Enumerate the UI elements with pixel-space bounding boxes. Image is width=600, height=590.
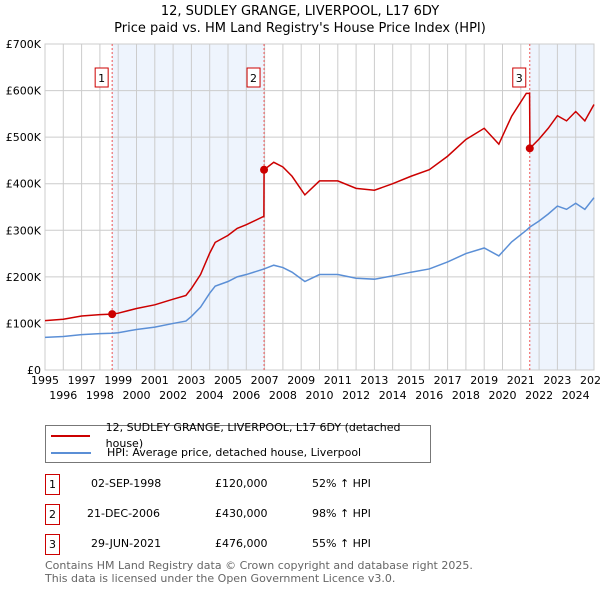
chart-title: 12, SUDLEY GRANGE, LIVERPOOL, L17 6DY [160,4,440,19]
x-tick-label: 2012 [342,389,370,402]
x-tick-label: 1995 [31,374,59,387]
sale-badge-2 [246,67,261,88]
transaction-row: 1 02-SEP-1998 £120,000 52% ↑ HPI [45,474,445,495]
y-tick-label: £100K [6,317,42,330]
x-tick-label: 1997 [68,374,96,387]
y-tick-label: £300K [6,224,42,237]
footer-copyright: Contains HM Land Registry data © Crown c… [45,559,473,572]
shaded-period-1 [112,44,265,370]
y-tick-label: £200K [6,271,42,284]
price-chart: £0 £100K £200K £300K £400K £500K £600K £700K 199… [6,38,600,402]
y-tick-label: £600K [6,85,42,98]
transaction-date: 29-JUN-2021 [91,537,162,550]
x-tick-label: 2000 [123,389,151,402]
x-tick-label: 2005 [214,374,242,387]
x-tick-label: 2019 [470,374,498,387]
y-tick-label: £0 [27,364,41,377]
sale-badge-label-3: 3 [516,72,523,85]
x-tick-label: 2010 [306,389,334,402]
x-tick-label: 2022 [525,389,553,402]
transaction-hpi-diff: 55% ↑ HPI [312,537,371,550]
x-tick-label: 2011 [324,374,352,387]
transaction-hpi-diff: 52% ↑ HPI [312,477,371,490]
sale-point-1 [108,310,117,319]
sale-point-3 [525,144,534,153]
x-tick-label: 2014 [379,389,407,402]
y-tick-label: £500K [6,131,42,144]
footer-licence: This data is licensed under the Open Gov… [45,572,396,585]
x-tick-label: 1996 [49,389,77,402]
legend-label-property: 12, SUDLEY GRANGE, LIVERPOOL, L17 6DY (d… [105,421,401,450]
sale-badge-1 [94,67,109,88]
transaction-number: 1 [45,474,60,495]
x-tick-label: 2024 [562,389,590,402]
y-tick-label: £400K [6,178,42,191]
x-tick-label: 1999 [104,374,132,387]
transaction-row: 2 21-DEC-2006 £430,000 98% ↑ HPI [45,504,445,525]
x-tick-label: 2015 [397,374,425,387]
transaction-number: 3 [45,534,60,555]
x-tick-label: 2013 [360,374,388,387]
x-tick-label: 1998 [86,389,114,402]
hpi-line [44,197,595,339]
y-tick-label: £700K [6,38,42,51]
plot-frame [44,43,595,371]
x-tick-label: 2003 [177,374,205,387]
chart-subtitle: Price paid vs. HM Land Registry's House … [114,21,486,36]
x-tick-label: 2018 [452,389,480,402]
legend-item-property: 12, SUDLEY GRANGE, LIVERPOOL, L17 6DY (d… [46,421,430,450]
transaction-date: 02-SEP-1998 [91,477,162,490]
transaction-row: 3 29-JUN-2021 £476,000 55% ↑ HPI [45,534,445,555]
transaction-date: 21-DEC-2006 [87,507,161,520]
x-tick-label: 2009 [287,374,315,387]
x-tick-label: 2016 [415,389,443,402]
transaction-price: £430,000 [215,507,268,520]
x-tick-label: 2023 [543,374,571,387]
transaction-number: 2 [45,504,60,525]
x-tick-label: 2004 [196,389,224,402]
legend-swatch-property [51,435,90,437]
x-tick-label: 2008 [269,389,297,402]
legend: 12, SUDLEY GRANGE, LIVERPOOL, L17 6DY (d… [45,421,431,463]
legend-label-hpi: HPI: Average price, detached house, Live… [107,446,362,459]
transaction-price: £476,000 [215,537,268,550]
x-tick-label: 2001 [141,374,169,387]
x-tick-label: 2021 [507,374,535,387]
x-tick-label: 2006 [232,389,260,402]
x-tick-label: 2025 [580,374,600,387]
transaction-hpi-diff: 98% ↑ HPI [312,507,371,520]
transaction-price: £120,000 [215,477,268,490]
legend-item-hpi: HPI: Average price, detached house, Live… [46,445,361,461]
x-tick-label: 2007 [251,374,279,387]
legend-swatch-hpi [51,452,91,454]
sale-badge-label-1: 1 [98,72,105,85]
sale-point-2 [260,165,269,174]
x-tick-label: 2017 [434,374,462,387]
x-tick-label: 2002 [159,389,187,402]
x-tick-label: 2020 [489,389,517,402]
sale-badge-3 [512,67,527,88]
sale-badge-label-2: 2 [250,72,257,85]
property-price-line [44,92,595,322]
